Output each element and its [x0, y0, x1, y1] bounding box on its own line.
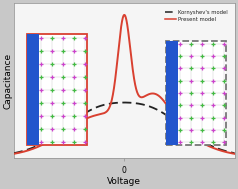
Bar	[166, 40, 226, 146]
Y-axis label: Capacitance: Capacitance	[4, 53, 12, 109]
Bar	[27, 34, 39, 146]
Legend: Kornyshev's model, Present model: Kornyshev's model, Present model	[163, 8, 230, 24]
Bar	[166, 40, 178, 146]
Bar	[27, 34, 87, 146]
X-axis label: Voltage: Voltage	[107, 177, 141, 186]
